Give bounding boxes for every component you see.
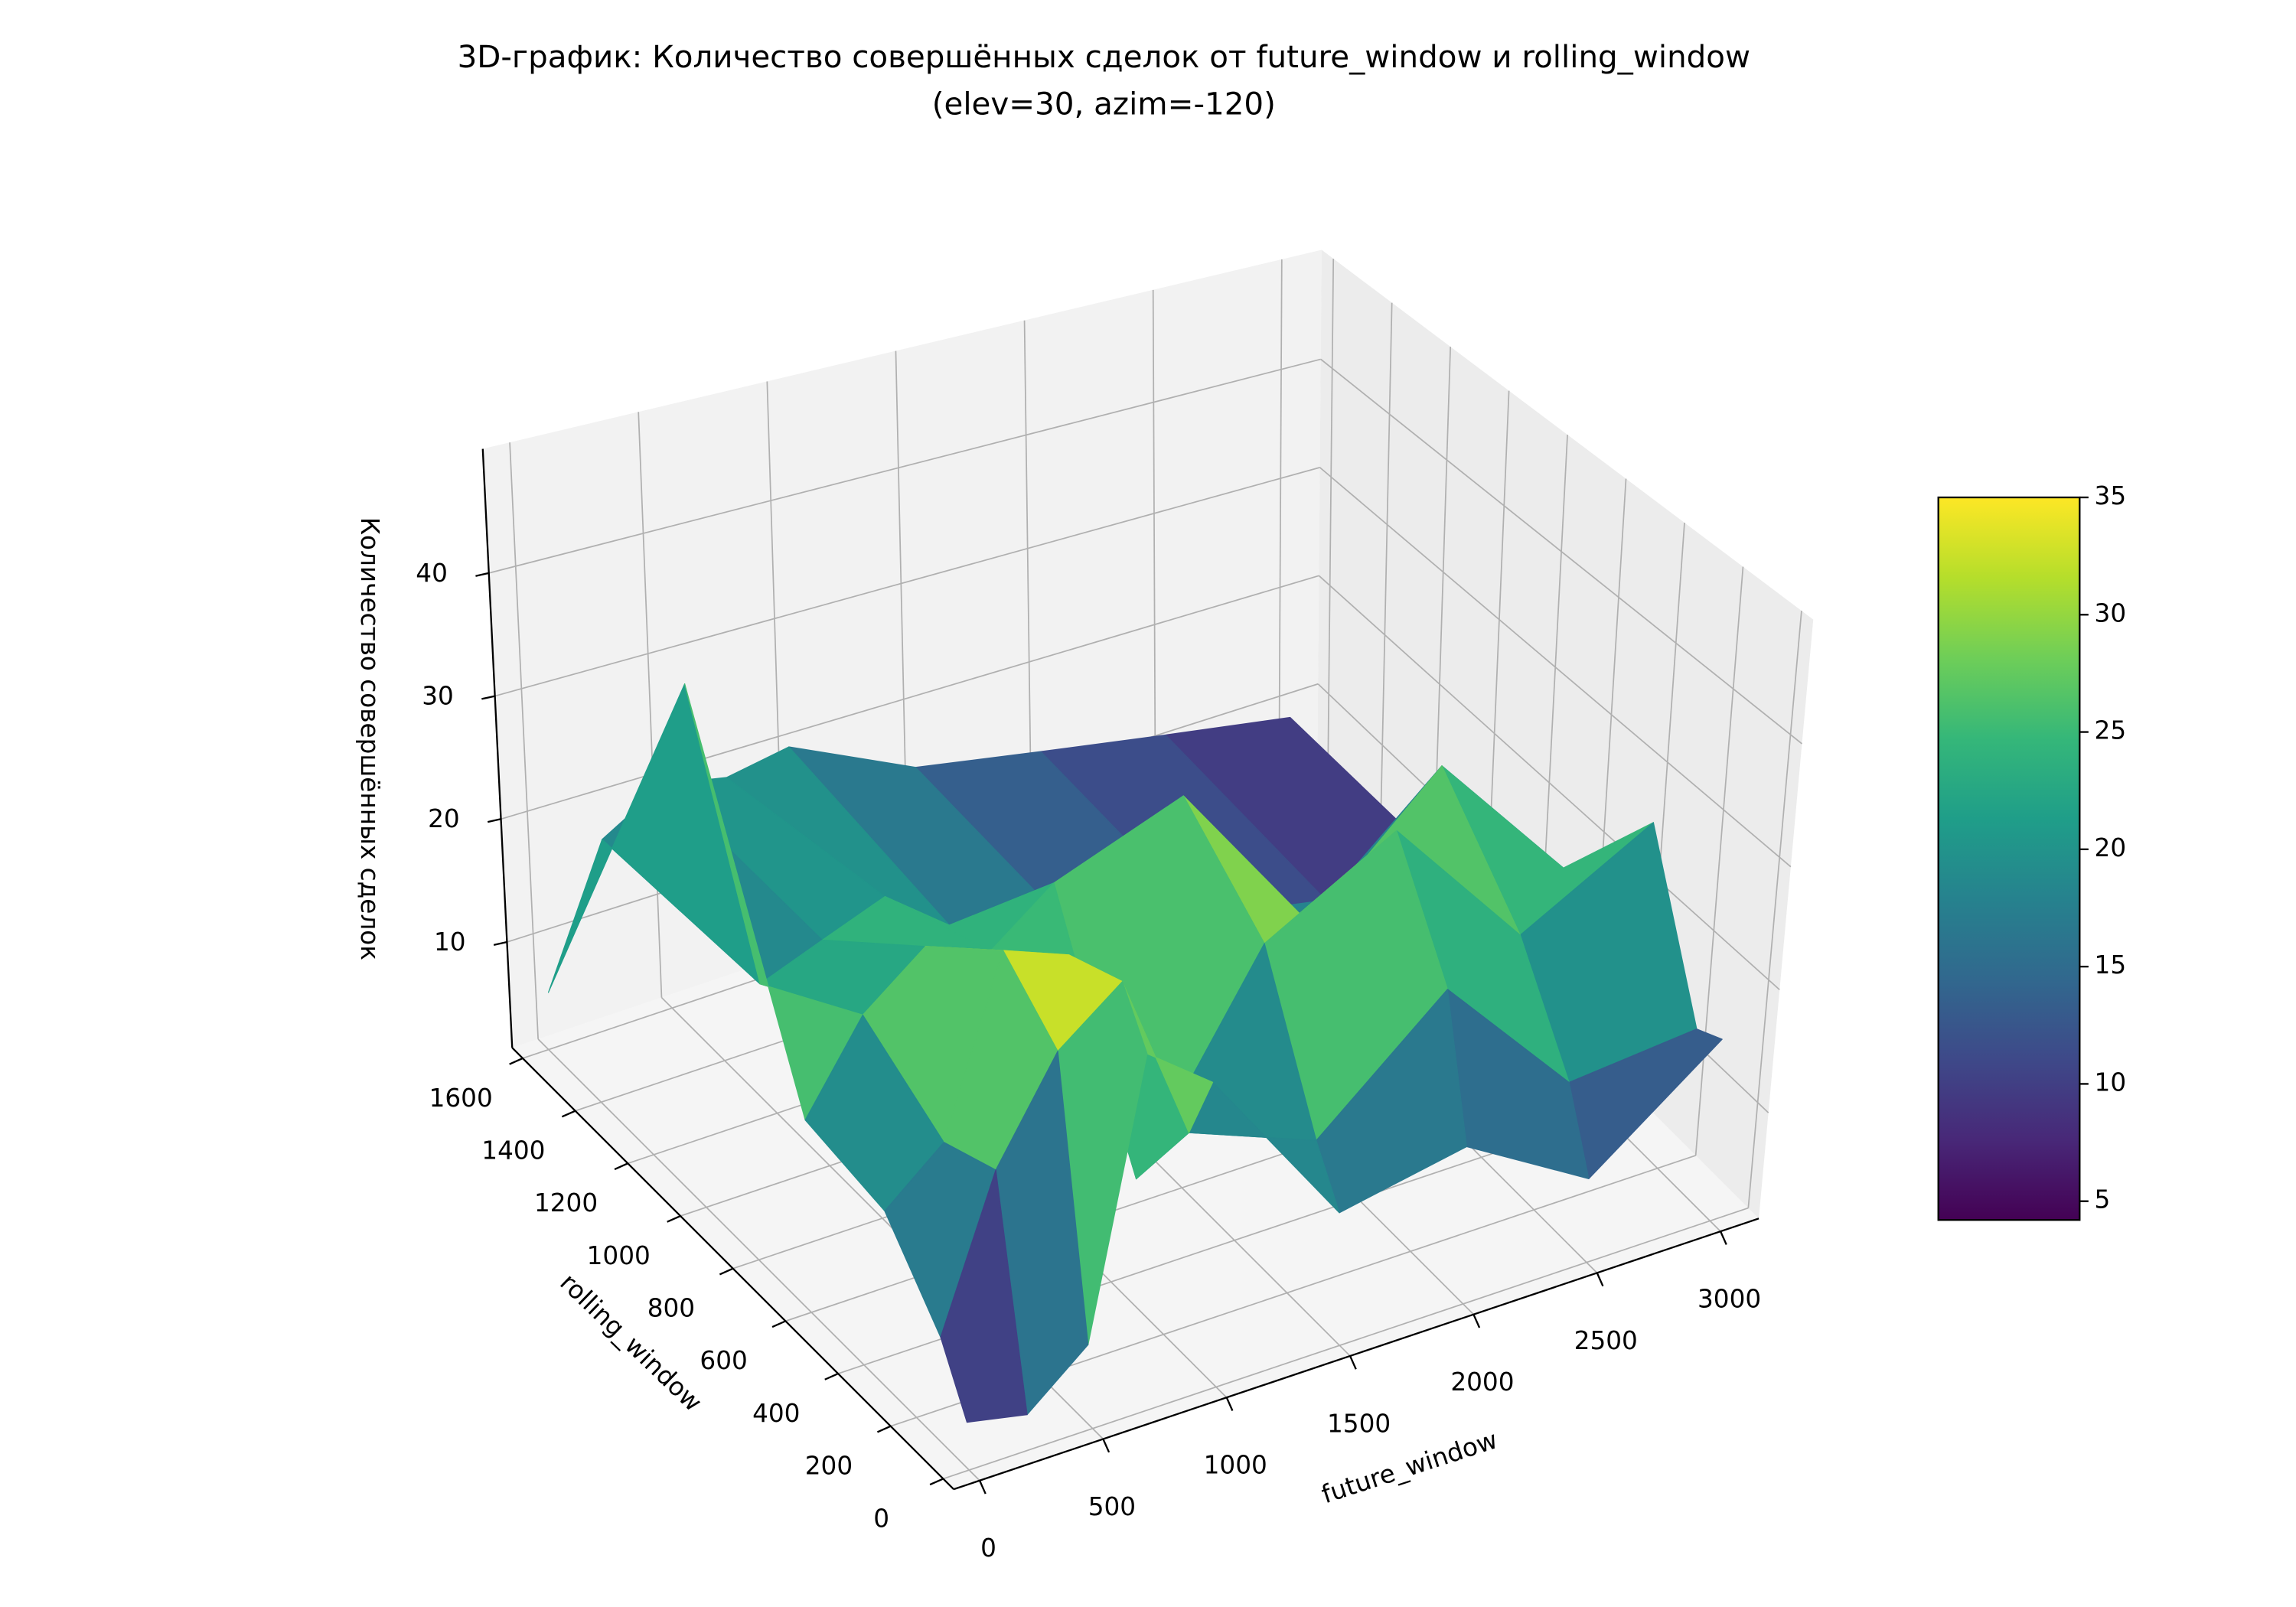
grid-line (943, 1207, 1749, 1480)
z-tick (475, 572, 489, 577)
grid-line (509, 442, 539, 1039)
y-tick-label: 1000 (587, 1241, 651, 1270)
x-tick-label: 2000 (1450, 1367, 1514, 1397)
y-tick (929, 1478, 944, 1486)
chart-title: 3D-график: Количество совершённых сделок… (458, 39, 1750, 75)
y-axis-label: rolling_window (554, 1268, 707, 1417)
colorbar-tick-label: 5 (2095, 1185, 2111, 1214)
chart-subtitle: (elev=30, azim=-120) (932, 86, 1276, 122)
colorbar-fill (1937, 496, 2081, 1221)
grid-line (488, 358, 1321, 574)
grid-line (1747, 611, 1802, 1208)
z-tick (481, 695, 495, 700)
x-tick (1225, 1397, 1234, 1411)
z-tick-label: 30 (422, 682, 454, 711)
z-tick-label: 40 (416, 559, 448, 588)
x-tick (1473, 1314, 1481, 1328)
colorbar-tick-label: 10 (2095, 1068, 2127, 1097)
y-tick (771, 1320, 786, 1328)
surface (547, 683, 1723, 1423)
grid-line (1278, 259, 1283, 790)
grid-line (1379, 302, 1393, 840)
y-tick (824, 1373, 839, 1380)
x-tick (1720, 1231, 1727, 1245)
x-tick (1102, 1439, 1110, 1453)
grid-line (1327, 259, 1335, 788)
y-tick (667, 1214, 681, 1223)
colorbar-tick-label: 35 (2095, 481, 2127, 510)
x-tick-label: 1500 (1327, 1409, 1391, 1438)
grid-line (501, 575, 1319, 820)
y-tick (509, 1057, 523, 1065)
colorbar-tick-label: 20 (2095, 833, 2127, 862)
colorbar: 5 10 15 20 25 30 35 (1937, 481, 2127, 1221)
x-tick (1349, 1355, 1357, 1370)
z-tick (487, 818, 501, 823)
y-tick-label: 800 (647, 1294, 695, 1323)
y-tick-label: 1600 (429, 1084, 493, 1113)
y-tick (614, 1162, 628, 1171)
z-tick (493, 940, 507, 946)
grid-line (494, 467, 1320, 697)
y-tick (876, 1425, 892, 1433)
y-tick-label: 600 (700, 1346, 747, 1375)
grid-line (638, 412, 663, 998)
grid-line (1320, 358, 1803, 745)
x-tick-label: 3000 (1698, 1285, 1761, 1314)
y-tick-label: 1400 (481, 1136, 545, 1165)
x-tick-label: 0 (980, 1534, 996, 1563)
colorbar-tick-label: 30 (2095, 598, 2127, 627)
y-tick-label: 400 (752, 1399, 800, 1428)
y-tick (561, 1110, 576, 1118)
z-tick-label: 10 (434, 927, 466, 957)
grid-line (1319, 467, 1792, 868)
grid-line (1318, 575, 1780, 991)
x-axis-line (953, 1217, 1760, 1491)
colorbar-tick-label: 15 (2095, 950, 2127, 980)
x-tick-label: 1000 (1204, 1451, 1267, 1480)
z-axis-label: Количество совершённых сделок (355, 517, 384, 960)
x-tick-label: 500 (1088, 1492, 1136, 1521)
surface-face (940, 1169, 1028, 1423)
x-tick-label: 2500 (1574, 1326, 1638, 1355)
z-tick-label: 20 (428, 804, 460, 833)
y-tick-label: 200 (805, 1452, 853, 1481)
z-axis-line (481, 448, 514, 1048)
y-tick (719, 1267, 734, 1276)
x-tick (1596, 1272, 1604, 1287)
side-pane (1317, 249, 1814, 1219)
y-tick-label: 1200 (534, 1188, 598, 1217)
colorbar-tick-label: 25 (2095, 716, 2127, 745)
x-tick (978, 1480, 987, 1495)
y-tick-label: 0 (873, 1504, 889, 1533)
